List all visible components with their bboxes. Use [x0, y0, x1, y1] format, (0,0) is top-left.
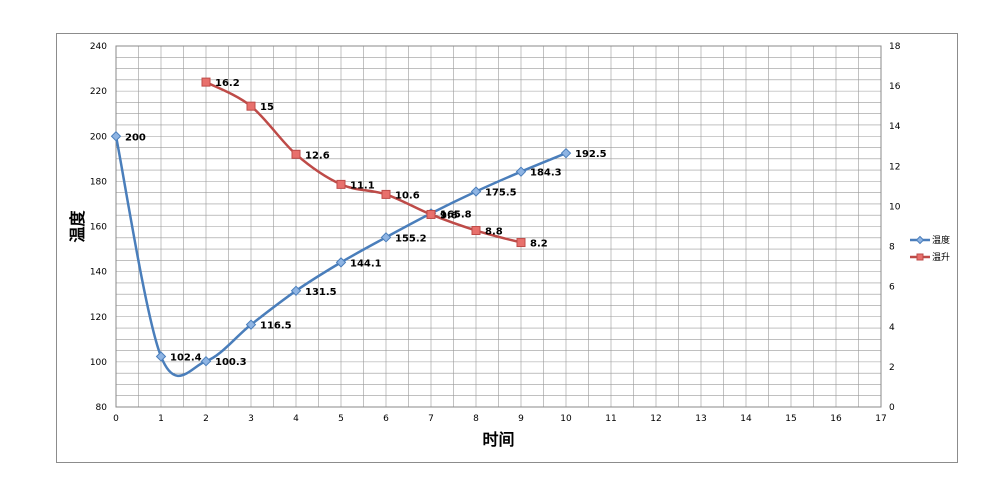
x-tick-label: 10	[560, 414, 572, 424]
y2-tick-label: 0	[889, 403, 895, 413]
temperature-data-label: 100.3	[215, 357, 247, 368]
temp-rise-point	[516, 238, 526, 248]
y2-tick-label: 2	[889, 363, 895, 373]
temperature-data-label: 175.5	[485, 188, 517, 199]
temperature-point	[335, 257, 347, 268]
temp-rise-data-label: 8.2	[530, 239, 548, 250]
temperature-legend-label: 温度	[932, 234, 950, 246]
temp-rise-data-label: 8.8	[485, 227, 503, 238]
y2-tick-label: 18	[889, 42, 901, 52]
x-tick-label: 11	[605, 414, 616, 424]
chart-area	[56, 33, 958, 463]
temperature-point	[470, 186, 482, 197]
x-tick-label: 6	[383, 414, 389, 424]
y-tick-label: 180	[90, 177, 107, 187]
x-tick-label: 4	[293, 414, 299, 424]
temperature-point	[380, 232, 392, 243]
temperature-point	[110, 131, 122, 142]
temp-rise-point	[471, 226, 481, 236]
temperature-legend-marker	[915, 235, 925, 245]
temperature-point	[245, 319, 257, 330]
temperature-data-label: 165.8	[440, 209, 472, 220]
y-tick-label: 220	[90, 87, 107, 97]
y2-tick-label: 6	[889, 283, 895, 293]
series	[110, 77, 572, 378]
temperature-data-label: 200	[125, 132, 146, 143]
x-tick-label: 16	[830, 414, 842, 424]
y-tick-label: 100	[90, 358, 107, 368]
temp-rise-point	[201, 77, 211, 87]
y2-tick-label: 8	[889, 243, 895, 253]
y-tick-label: 200	[90, 132, 107, 142]
temp-rise-legend-label: 温升	[932, 252, 950, 263]
x-tick-label: 0	[113, 414, 119, 424]
x-tick-label: 1	[158, 414, 164, 424]
temperature-data-label: 102.4	[170, 352, 202, 363]
x-axis-title: 时间	[482, 430, 514, 449]
temp-rise-data-label: 9.6	[440, 210, 458, 221]
temperature-data-label: 116.5	[260, 321, 292, 332]
plot-area	[115, 45, 882, 408]
temperature-point	[155, 351, 167, 362]
temp-rise-data-label: 15	[260, 102, 274, 113]
x-tick-label: 12	[650, 414, 661, 424]
temperature-data-label: 144.1	[350, 258, 382, 269]
y2-tick-label: 4	[889, 323, 895, 333]
temperature-point	[290, 285, 302, 297]
x-tick-label: 15	[785, 414, 796, 424]
x-tick-label: 14	[740, 414, 752, 424]
y-axis-title: 温度	[68, 210, 87, 244]
y-tick-label: 240	[90, 42, 107, 52]
temperature-data-label: 192.5	[575, 149, 607, 160]
axis-ticks: 0 1 2 3 4 5 6 7 8 9 10 11 12 13 14 15 16 1780100120140160…	[90, 42, 901, 424]
x-tick-label: 2	[203, 414, 209, 424]
temp-rise-data-label: 11.1	[350, 180, 375, 191]
temp-rise-point	[336, 179, 346, 189]
temp-rise-point	[246, 101, 256, 111]
temp-rise-point	[291, 149, 301, 159]
temperature-data-label: 131.5	[305, 287, 337, 298]
data-labels: 200 102.4 100.3 116.5 131.5 144.1 155.2 165.8 17…	[125, 78, 607, 368]
x-tick-label: 9	[518, 414, 524, 424]
temp-rise-data-label: 10.6	[395, 190, 420, 201]
x-tick-label: 13	[695, 414, 706, 424]
y-tick-label: 160	[90, 223, 107, 233]
temp-rise-legend-marker	[916, 253, 924, 261]
temp-rise-data-label: 16.2	[215, 78, 240, 89]
temperature-data-label: 184.3	[530, 168, 562, 179]
temperature-point	[200, 355, 212, 367]
temperature-data-label: 155.2	[395, 233, 427, 244]
x-tick-label: 5	[338, 414, 344, 424]
y-tick-label: 140	[90, 268, 107, 278]
y2-tick-label: 16	[889, 82, 901, 92]
y2-tick-label: 14	[889, 122, 901, 132]
y2-tick-label: 12	[889, 162, 900, 172]
temp-rise-point	[381, 189, 391, 199]
y-tick-label: 80	[96, 403, 108, 413]
y-tick-label: 120	[90, 313, 107, 323]
y2-tick-label: 10	[889, 202, 901, 212]
x-tick-label: 8	[473, 414, 479, 424]
temp-rise-point	[426, 209, 436, 219]
x-tick-label: 3	[248, 414, 254, 424]
x-tick-label: 7	[428, 414, 434, 424]
temp-rise-data-label: 12.6	[305, 150, 330, 161]
x-tick-label: 17	[875, 414, 886, 424]
temperature-point	[515, 166, 527, 177]
temperature-point	[560, 147, 572, 159]
